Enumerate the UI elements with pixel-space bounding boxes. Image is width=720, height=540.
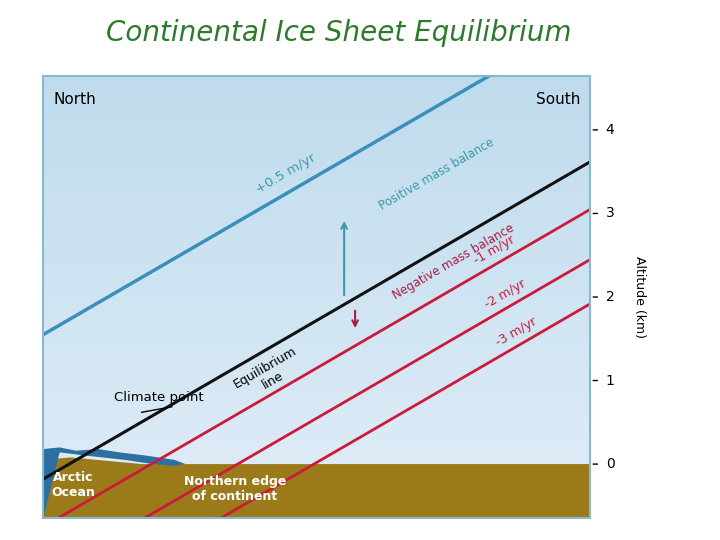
Text: +0.5 m/yr: +0.5 m/yr: [254, 151, 318, 196]
Text: Equilibrium
line: Equilibrium line: [232, 345, 307, 404]
Text: North: North: [53, 92, 96, 107]
Polygon shape: [43, 447, 186, 518]
Polygon shape: [43, 457, 590, 518]
Text: 2: 2: [606, 290, 614, 304]
Text: Northern edge
of continent: Northern edge of continent: [184, 475, 286, 503]
Text: Positive mass balance: Positive mass balance: [377, 136, 497, 213]
Text: 1: 1: [606, 374, 615, 388]
Text: -3 m/yr: -3 m/yr: [493, 315, 539, 349]
Text: Altitude (km): Altitude (km): [633, 256, 646, 338]
Text: Arctic
Ocean: Arctic Ocean: [51, 471, 95, 499]
Text: Climate point: Climate point: [114, 391, 204, 404]
Text: 0: 0: [606, 457, 614, 471]
Text: -1 m/yr: -1 m/yr: [472, 233, 517, 267]
Text: Continental Ice Sheet Equilibrium: Continental Ice Sheet Equilibrium: [106, 19, 571, 47]
Text: Negative mass balance: Negative mass balance: [391, 221, 516, 302]
Text: 3: 3: [606, 206, 614, 220]
Text: South: South: [536, 92, 580, 107]
Text: 4: 4: [606, 123, 614, 137]
Text: -2 m/yr: -2 m/yr: [482, 277, 528, 311]
